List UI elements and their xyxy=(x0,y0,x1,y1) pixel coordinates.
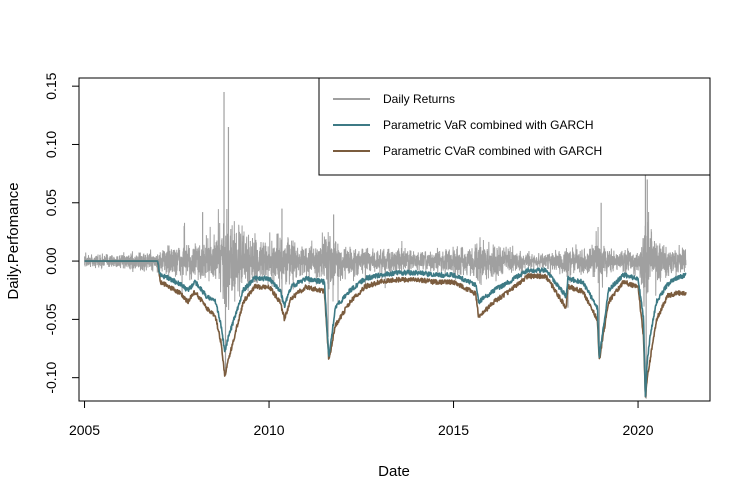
series-cvar-garch-line xyxy=(84,260,687,398)
legend-label-cvar-garch: Parametric CVaR combined with GARCH xyxy=(383,144,602,158)
series-var-garch-line xyxy=(84,260,687,398)
y-axis: -0.10 -0.05 0.00 0.05 0.10 0.15 xyxy=(43,72,80,394)
x-tick-label: 2020 xyxy=(622,422,653,438)
series-layer xyxy=(84,91,687,399)
x-axis-title: Date xyxy=(378,463,410,480)
legend-box xyxy=(318,77,711,176)
legend: Daily Returns Parametric VaR combined wi… xyxy=(318,77,711,176)
x-axis: 2005 2010 2015 2020 xyxy=(69,400,654,438)
legend-label-daily-returns: Daily Returns xyxy=(383,92,455,106)
y-tick-label: 0.05 xyxy=(43,189,59,216)
y-tick-label: -0.05 xyxy=(43,303,59,335)
y-tick-label: -0.10 xyxy=(43,362,59,394)
x-tick-label: 2015 xyxy=(438,422,469,438)
y-axis-title: Daily.Perfomance xyxy=(5,182,22,299)
x-tick-label: 2010 xyxy=(253,422,284,438)
y-tick-label: 0.10 xyxy=(43,131,59,158)
y-tick-label: 0.00 xyxy=(43,247,59,274)
legend-label-var-garch: Parametric VaR combined with GARCH xyxy=(383,118,594,132)
x-tick-label: 2005 xyxy=(69,422,100,438)
y-tick-label: 0.15 xyxy=(43,72,59,99)
